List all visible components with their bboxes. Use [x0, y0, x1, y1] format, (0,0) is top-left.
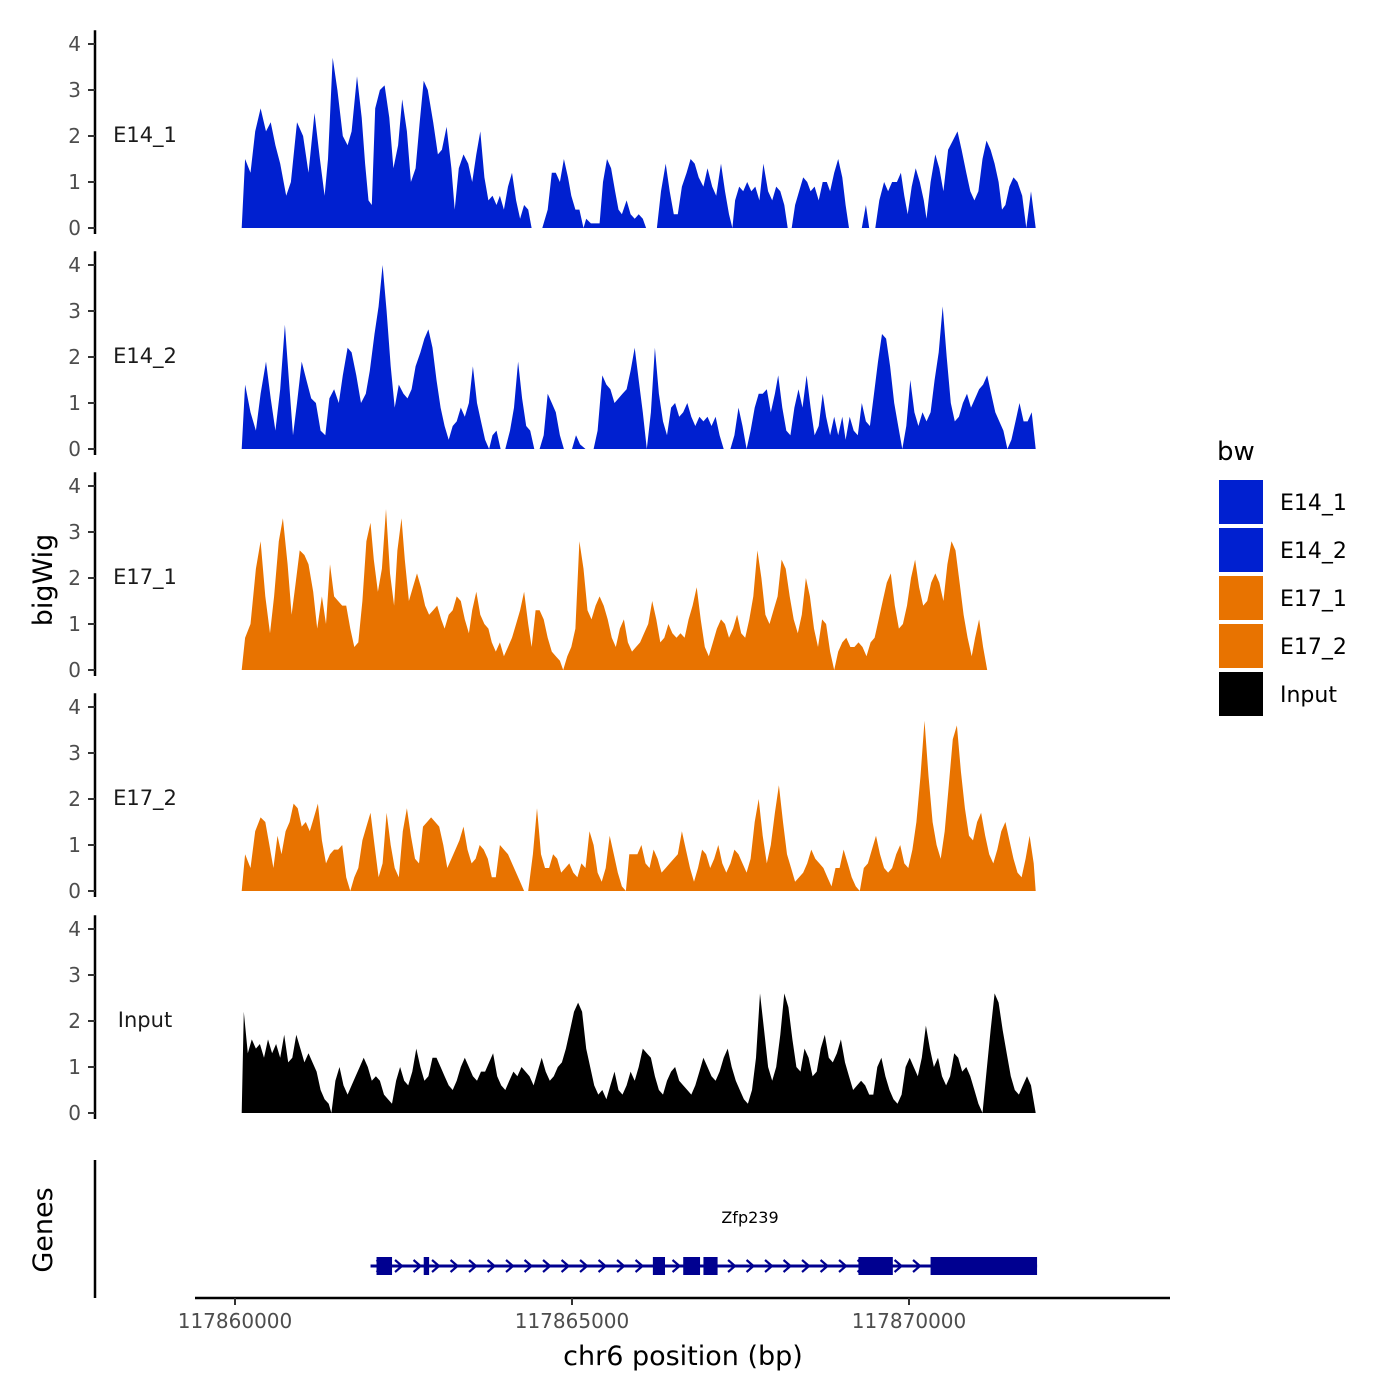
y-tick-label: 0	[68, 1101, 81, 1125]
legend-item-e14-1: E14_1	[1219, 480, 1347, 524]
gene-exon	[376, 1257, 393, 1275]
y-tick-label: 4	[68, 917, 81, 941]
legend-swatch	[1219, 480, 1263, 524]
coverage-area-input	[241, 993, 1036, 1113]
strand-arrow	[801, 1259, 811, 1273]
strand-arrow	[542, 1259, 552, 1273]
legend-item-e14-2: E14_2	[1219, 528, 1347, 572]
track-label: E17_1	[113, 565, 177, 590]
y-tick-label: 0	[68, 658, 81, 682]
strand-arrow	[893, 1259, 904, 1273]
x-tick-label: 117870000	[852, 1309, 967, 1333]
legend: bw E14_1 E14_2 E17_1 E17_2 Input	[1217, 437, 1347, 716]
legend-label: E14_2	[1280, 539, 1347, 564]
genes-axis-title: Genes	[28, 1187, 59, 1272]
strand-arrow	[449, 1259, 460, 1273]
legend-swatch	[1219, 624, 1263, 668]
strand-arrow	[616, 1259, 626, 1273]
legend-swatch	[1219, 576, 1263, 620]
track-label: E17_2	[113, 786, 177, 811]
legend-item-input: Input	[1219, 672, 1337, 716]
legend-label: E14_1	[1280, 491, 1347, 516]
coverage-area-e17-2	[241, 720, 1036, 891]
strand-arrow	[671, 1259, 682, 1273]
strand-arrow	[579, 1259, 589, 1273]
y-tick-label: 2	[68, 566, 81, 590]
y-tick-label: 3	[68, 520, 81, 544]
strand-arrow	[912, 1259, 922, 1273]
track-e14-2: 0 1 2 3 4 E14_2	[68, 251, 1036, 461]
legend-label: E17_2	[1280, 635, 1347, 660]
x-tick-label: 117865000	[515, 1309, 630, 1333]
x-axis-title: chr6 position (bp)	[563, 1341, 803, 1372]
y-axis-title: bigWig	[28, 534, 59, 627]
gene-panel: Zfp239	[93, 1160, 1038, 1298]
strand-arrow	[764, 1259, 774, 1273]
y-tick-label: 2	[68, 124, 81, 148]
track-label: E14_2	[113, 344, 177, 369]
gene-exon	[858, 1257, 893, 1275]
strand-arrow	[431, 1259, 441, 1273]
y-tick-label: 3	[68, 963, 81, 987]
y-tick-label: 1	[68, 612, 81, 636]
y-tick-label: 2	[68, 1009, 81, 1033]
coverage-area-e14-2	[241, 265, 1036, 449]
strand-arrow	[838, 1259, 848, 1273]
y-tick-label: 4	[68, 474, 81, 498]
strand-arrow	[597, 1259, 608, 1273]
track-e17-1: 0 1 2 3 4 E17_1	[68, 472, 1036, 682]
track-label: Input	[118, 1008, 172, 1032]
y-tick-label: 3	[68, 78, 81, 102]
gene-exon	[683, 1257, 701, 1275]
track-label: E14_1	[113, 123, 177, 148]
strand-arrow	[560, 1259, 571, 1273]
strand-arrow	[634, 1259, 645, 1273]
coverage-area-e17-1	[241, 509, 1036, 670]
y-tick-label: 0	[68, 216, 81, 240]
legend-swatch	[1219, 528, 1263, 572]
y-tick-label: 0	[68, 437, 81, 461]
y-tick-label: 1	[68, 170, 81, 194]
y-tick-label: 3	[68, 741, 81, 765]
y-tick-label: 2	[68, 787, 81, 811]
strand-arrow	[412, 1259, 423, 1273]
y-tick-label: 1	[68, 391, 81, 415]
strand-arrow	[394, 1259, 404, 1273]
legend-label: Input	[1280, 683, 1337, 708]
coverage-area-e14-1	[241, 57, 1036, 228]
strand-arrow	[486, 1259, 497, 1273]
track-input: 0 1 2 3 4 Input	[68, 915, 1036, 1125]
strand-arrow	[727, 1259, 737, 1273]
strand-arrow	[819, 1259, 830, 1273]
gene-exon	[652, 1257, 666, 1275]
legend-item-e17-1: E17_1	[1219, 576, 1347, 620]
gene-exon	[423, 1257, 430, 1275]
track-e14-1: 0 1 2 3 4 E14_1	[68, 30, 1036, 240]
tracks-layer: 0 1 2 3 4 E14_1 0 1 2 3 4 E14_2 0 1 2 3 4 E17_1 0 1 2 3 4 E17_2…	[68, 30, 1036, 1125]
y-tick-label: 1	[68, 833, 81, 857]
gene-exon	[703, 1257, 718, 1275]
gene-name-label: Zfp239	[721, 1208, 778, 1227]
y-tick-label: 4	[68, 32, 81, 56]
x-tick-label: 117860000	[178, 1309, 293, 1333]
y-tick-label: 4	[68, 253, 81, 277]
strand-arrow	[505, 1259, 515, 1273]
track-e17-2: 0 1 2 3 4 E17_2	[68, 693, 1036, 903]
gene-exon	[930, 1257, 1038, 1275]
legend-title: bw	[1217, 437, 1255, 467]
legend-swatch	[1219, 672, 1263, 716]
y-tick-label: 0	[68, 879, 81, 903]
legend-label: E17_1	[1280, 587, 1347, 612]
y-tick-label: 4	[68, 695, 81, 719]
legend-item-e17-2: E17_2	[1219, 624, 1347, 668]
strand-arrow	[468, 1259, 478, 1273]
y-tick-label: 3	[68, 299, 81, 323]
y-tick-label: 2	[68, 345, 81, 369]
strand-arrow	[523, 1259, 534, 1273]
strand-arrow	[782, 1259, 793, 1273]
x-axis: 117860000 117865000 117870000	[178, 1296, 1170, 1333]
strand-arrow	[745, 1259, 756, 1273]
y-tick-label: 1	[68, 1055, 81, 1079]
